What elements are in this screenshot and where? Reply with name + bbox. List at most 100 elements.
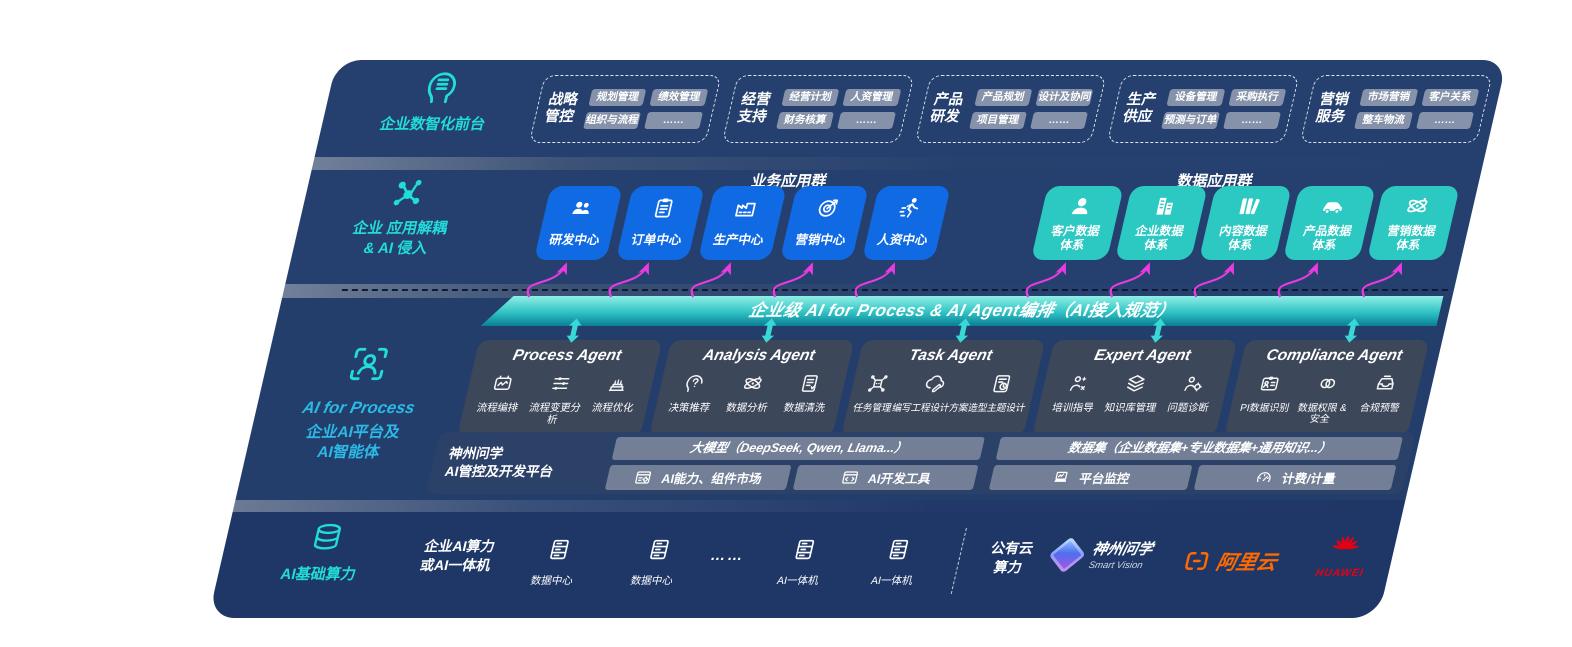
gauge-icon [1252,468,1275,487]
banner-agent-arrow [566,318,582,343]
capability-label: 数据分析 [724,403,769,414]
agent-title: Compliance Agent [1264,347,1405,364]
tray-icon [1371,372,1399,395]
vendor-name: 神州问学 [1090,541,1155,558]
server-icon [790,537,821,562]
cell-billing-metering: 计费/计量 [1193,464,1397,490]
capability-label: 决策推荐 [667,403,711,414]
app-box-label: 人资中心 [875,233,930,247]
app-box-label: 生产中心 [711,233,766,247]
band-step-divider [282,284,1456,298]
agent-title: Task Agent [907,347,994,364]
diagram-panel: 企业数智化前台 战略管控 规划管理 绩效管理 组织与流程 …… 经营支持 经营计… [208,60,1508,618]
capability-chip: 人资管理 [842,89,901,106]
building-icon [1149,193,1181,219]
banner-agent-arrow [761,318,777,343]
cell-label: 计费/计量 [1280,471,1338,486]
agent-card-expert: Expert Agent 培训指导 知识库管理 问题诊断 [1032,340,1238,436]
node-label: AI一体机 [775,575,820,587]
app-decoupling-line1: 企业 应用解耦 [351,220,450,237]
front-office-title: 企业数智化前台 [378,116,488,133]
capability-label: 编写工程设计方案 [890,403,970,414]
ellipsis-more-nodes: …… [708,547,747,564]
compute-line2: 或AI一体机 [418,556,493,573]
alibaba-cloud-logo [1179,548,1215,574]
design-doc-icon [988,372,1016,395]
app-box-label: 订单中心 [629,233,684,247]
infra-title: AI基础算力 [278,566,358,583]
huawei-logo [1325,532,1366,562]
circuit-head-icon [416,65,468,107]
optimize-icon [604,372,632,395]
ai-side-line2: AI智能体 [315,444,382,462]
banner-agent-arrow [1344,318,1360,343]
cloud-pen-icon [922,372,950,395]
capability-chip: 客户关系 [1420,89,1480,106]
data-box-label: 营销数据体系 [1385,224,1438,253]
capability-label: 数据权限 & 安全 [1296,403,1348,426]
atom-icon [738,372,766,395]
ai-side-title: AI for Process [300,399,417,417]
capability-chip: 组织与流程 [583,112,642,129]
platform-panel: 神州问学 AI管控及开发平台 大模型（DeepSeek, Qwen, Llama… [425,432,1417,494]
app-box-label: 营销中心 [793,233,848,247]
capability-chip: 项目管理 [968,112,1027,129]
agent-cards: Process Agent 流程编排 流程变更分析 流程优化 Analysis … [457,340,1430,436]
capability-chip: 预测与订单 [1161,112,1220,129]
agent-card-analysis: Analysis Agent 决策推荐 数据分析 数据清洗 [649,340,854,436]
cell-ai-dev-tools: AI开发工具 [792,464,980,490]
capability-chip: 整车物流 [1354,112,1413,129]
data-box-label: 企业数据体系 [1133,224,1186,253]
capability-chip: 设计及协同 [1035,89,1094,106]
capability-chip: 设备管理 [1166,89,1226,106]
app-box-label: 研发中心 [547,233,602,247]
capability-label: PI数据识别 [1238,403,1291,414]
group-name: 营销服务 [1314,91,1351,125]
capability-label: 任务管理 [851,403,893,414]
capability-chip: 产品规划 [973,89,1033,106]
factory-icon [730,195,762,221]
capability-chip: …… [1222,112,1282,129]
person-gear-icon [1180,372,1208,395]
clipboard-icon [648,195,680,221]
infra-label: AI基础算力 [279,520,369,584]
band-step-divider [311,157,1485,170]
window-code-icon [838,468,861,487]
agent-card-process: Process Agent 流程编排 流程变更分析 流程优化 [457,340,663,436]
ai-side-line1: 企业AI平台及 [304,424,402,441]
window-gear-icon [632,468,655,487]
thinking-head-icon [681,372,709,395]
person-star-icon [1064,372,1092,395]
capability-label: 造型主题设计 [966,403,1027,414]
model-group: 大模型（DeepSeek, Qwen, Llama...） AI能力、组件市场 … [604,436,986,490]
node-label: AI一体机 [869,575,914,587]
public-cloud-label: 公有云 算力 [985,539,1036,577]
laptop-icon [1050,468,1073,487]
dataset-bar: 数据集（企业数据集+专业数据集+通用知识...） [996,436,1404,460]
agent-title: Expert Agent [1092,347,1193,364]
capability-chip: 规划管理 [588,89,647,106]
group-name: 战略管控 [542,91,580,125]
capability-chip: 经营计划 [781,89,840,106]
agent-card-compliance: Compliance Agent PI数据识别 数据权限 & 安全 合规预警 [1224,340,1430,436]
capability-label: 数据清洗 [782,403,827,414]
group-operations: 经营支持 经营计划 人资管理 财务核算 …… [721,75,915,143]
database-icon [304,520,348,556]
group-production-supply: 生产供应 设备管理 采购执行 预测与订单 …… [1107,75,1300,143]
vendor-name: HUAWEI [1314,567,1365,579]
id-card-icon [1256,372,1284,395]
banner-agent-arrow [955,318,971,343]
data-box-label: 产品数据体系 [1301,224,1354,253]
front-office-label: 企业数智化前台 [348,65,529,134]
server-icon [544,537,575,562]
cell-label: 平台监控 [1077,471,1132,486]
scan-person-icon [342,342,396,386]
group-name: 产品研发 [928,91,966,125]
vendor-alibaba-cloud: 阿里云 [1179,546,1281,575]
node-label: 数据中心 [529,575,575,587]
cell-platform-monitoring: 平台监控 [989,464,1193,490]
node-label: 数据中心 [629,575,675,587]
model-bar: 大模型（DeepSeek, Qwen, Llama...） [611,436,986,460]
ai-for-process-label: AI for Process 企业AI平台及 AI智能体 [256,342,464,463]
